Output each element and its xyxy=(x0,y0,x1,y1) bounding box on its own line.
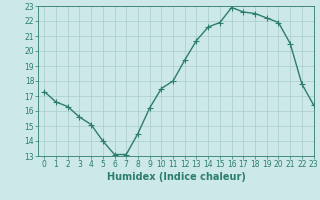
X-axis label: Humidex (Indice chaleur): Humidex (Indice chaleur) xyxy=(107,172,245,182)
